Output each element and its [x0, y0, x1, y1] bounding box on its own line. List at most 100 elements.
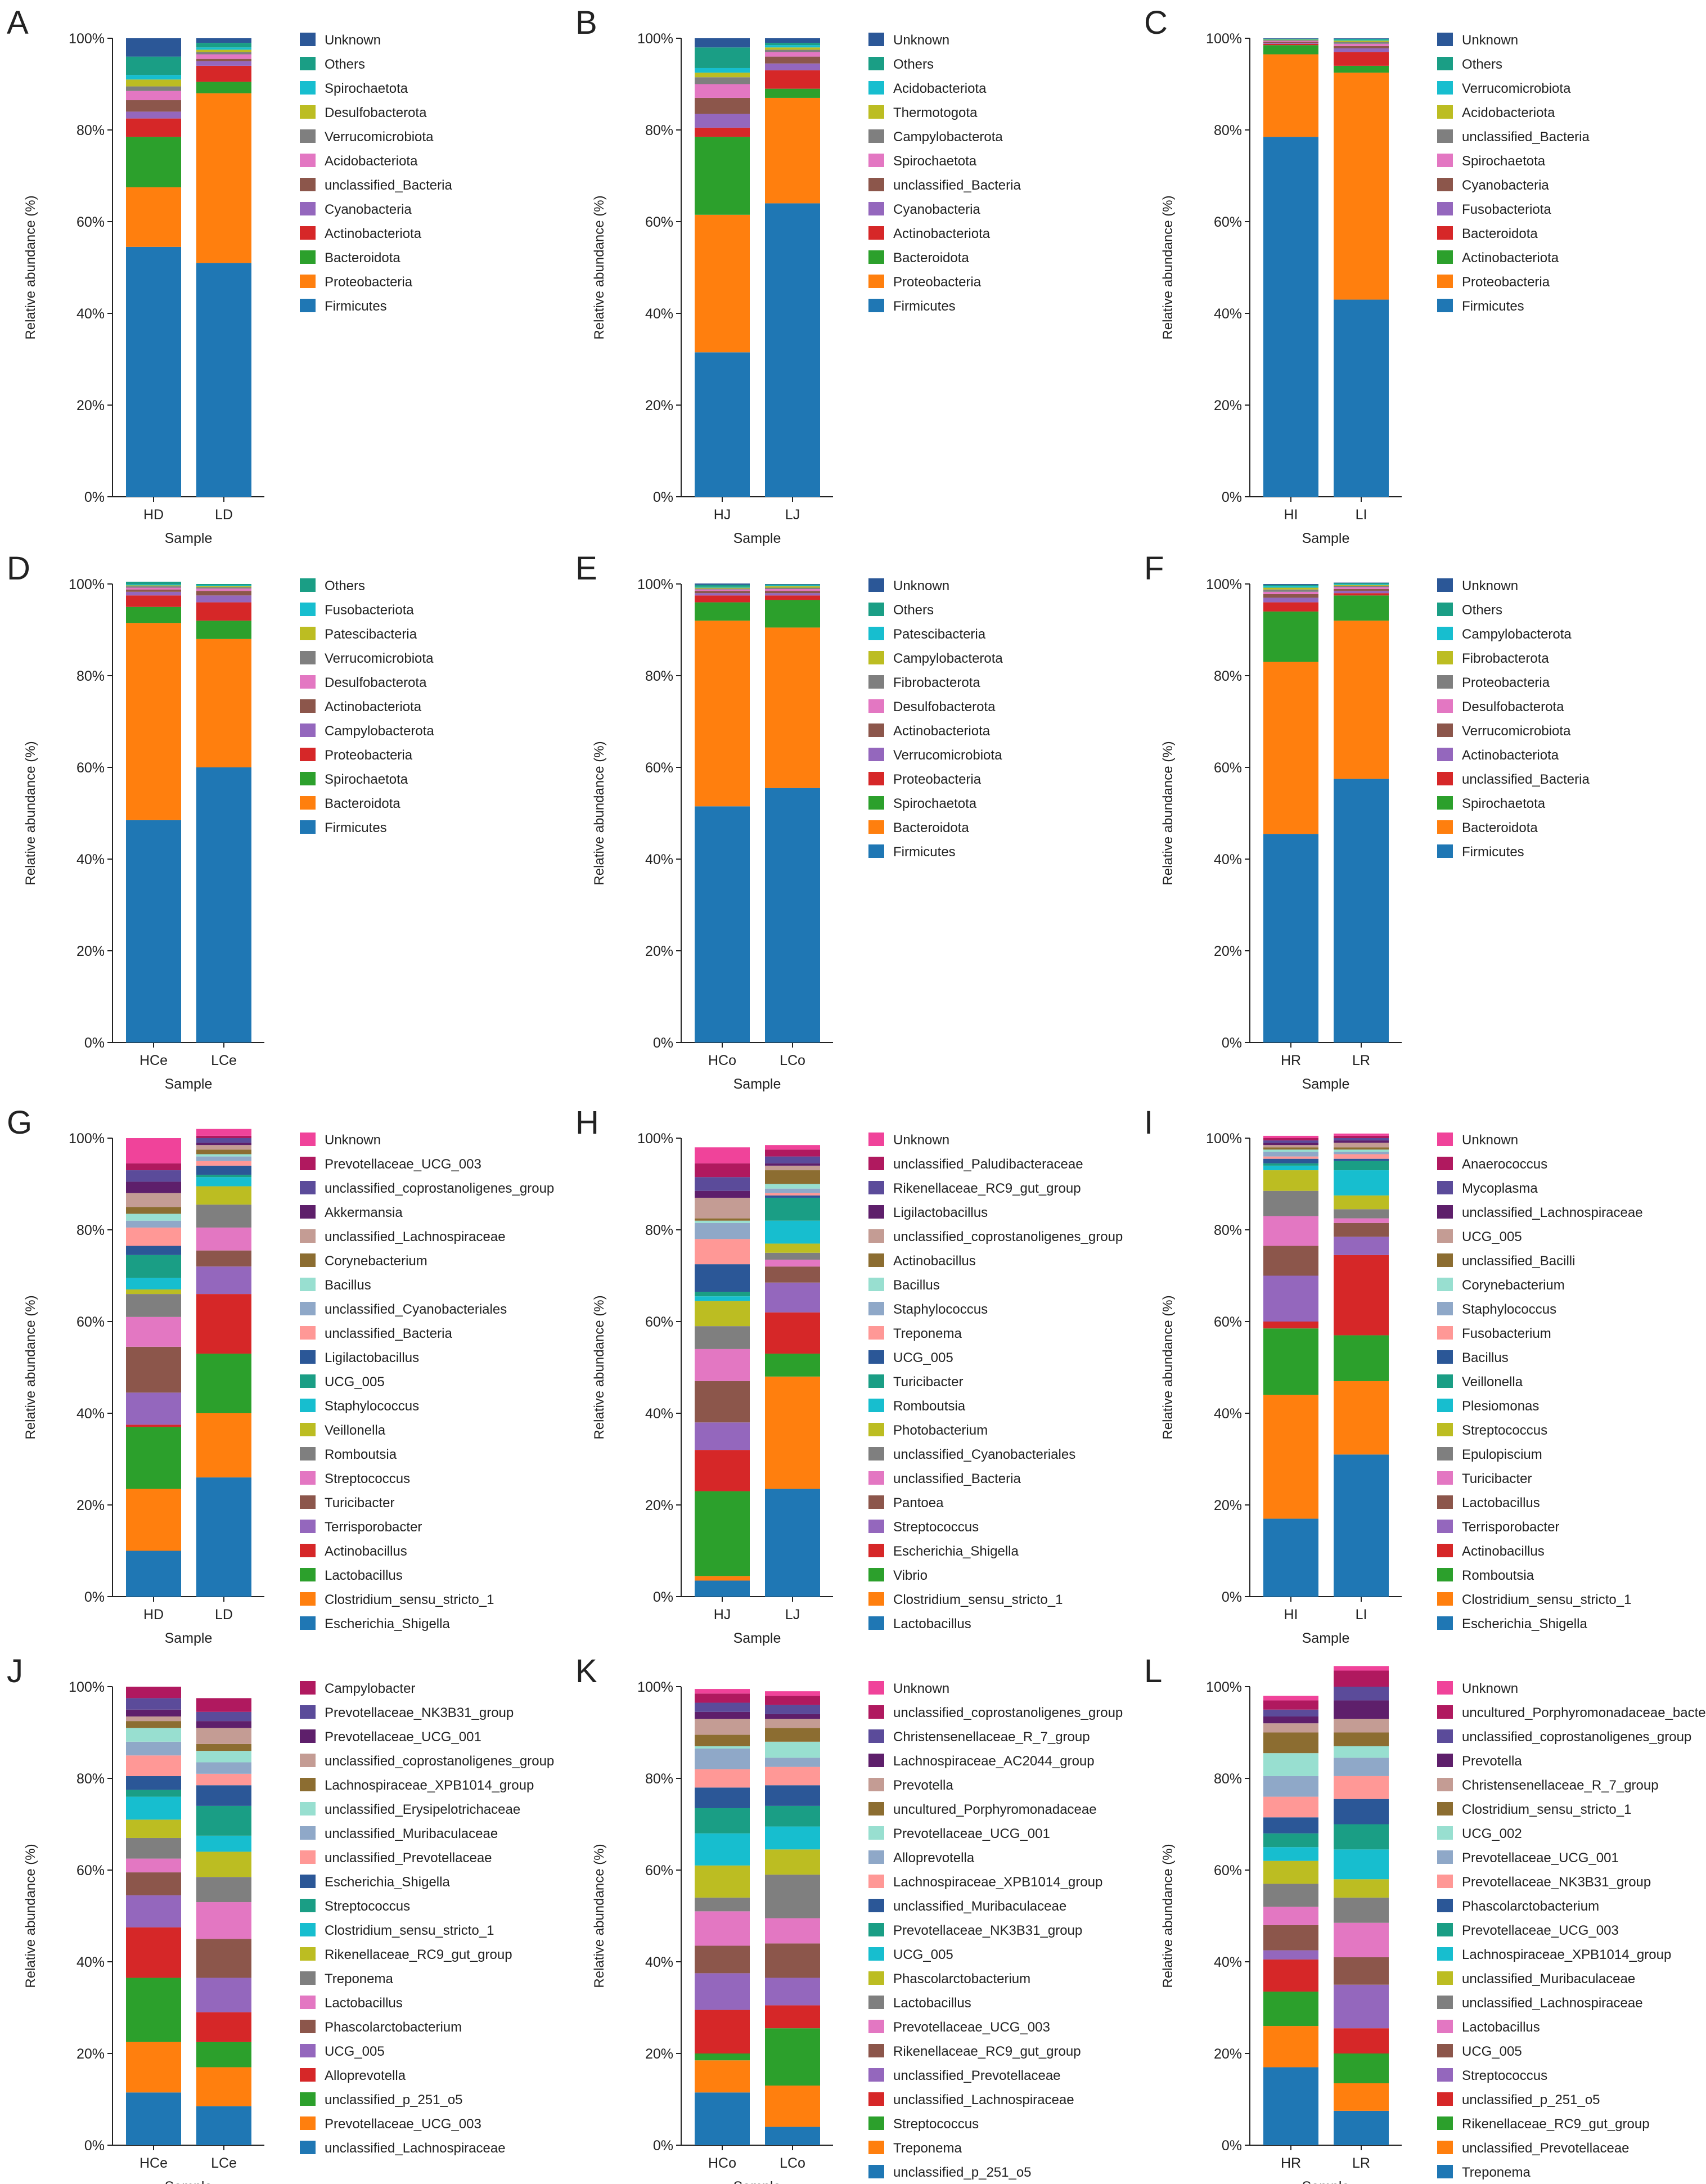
- x-tick-label: LI: [1356, 1607, 1367, 1623]
- legend-swatch: [868, 603, 884, 616]
- legend-swatch: [868, 33, 884, 46]
- y-tick-label: 40%: [76, 306, 105, 322]
- y-tick-label: 0%: [653, 1589, 673, 1605]
- legend-swatch: [1437, 1899, 1453, 1912]
- y-tick-label: 60%: [1214, 760, 1242, 776]
- bar-segment: [765, 1805, 820, 1827]
- bar-segment: [196, 2012, 251, 2042]
- legend-label: Phascolarctobacterium: [1462, 1899, 1599, 1914]
- bar-segment: [196, 61, 251, 66]
- y-tick-label: 20%: [1214, 2046, 1242, 2062]
- legend-swatch: [868, 1423, 884, 1436]
- bar-segment: [1334, 1237, 1389, 1255]
- legend-label: Prevotellaceae_UCG_003: [325, 2116, 481, 2132]
- bar-segment: [196, 1266, 251, 1295]
- legend-swatch: [868, 81, 884, 95]
- bar-segment: [1334, 52, 1389, 66]
- bar-segment: [126, 1427, 181, 1489]
- bar-segment: [765, 2086, 820, 2127]
- bar-segment: [695, 1190, 750, 1198]
- legend-swatch: [868, 1778, 884, 1791]
- legend-label: Actinobacteriota: [1462, 748, 1559, 763]
- bar-segment: [126, 79, 181, 87]
- legend-swatch: [1437, 1681, 1453, 1695]
- legend-label: Bacteroidota: [325, 250, 400, 266]
- legend-swatch: [1437, 844, 1453, 858]
- legend-label: Lactobacillus: [893, 1996, 971, 2011]
- bar-segment: [196, 1145, 251, 1150]
- legend-label: Fusobacterium: [1462, 1326, 1551, 1341]
- bar-segment: [1334, 65, 1389, 73]
- bar-segment: [695, 1296, 750, 1301]
- bar-segment: [695, 1450, 750, 1491]
- panel-j: J 0% 20% 40% 60% 80% 100% Relative abundance (%…: [7, 1653, 554, 2184]
- bar-segment: [126, 1978, 181, 2042]
- legend-swatch: [1437, 1302, 1453, 1315]
- legend-swatch: [300, 2141, 316, 2154]
- legend-label: Mycoplasma: [1462, 1181, 1538, 1196]
- legend-label: Epulopiscium: [1462, 1447, 1542, 1462]
- bar-segment: [695, 585, 750, 587]
- bar-segment: [1263, 597, 1318, 603]
- bar-segment: [695, 1292, 750, 1297]
- legend-label: UCG_005: [1462, 2044, 1522, 2059]
- bar-segment: [1334, 1138, 1389, 1141]
- bar-segment: [1263, 1138, 1318, 1141]
- legend-swatch: [300, 2068, 316, 2082]
- bar-segment: [765, 1266, 820, 1283]
- bar-segment: [765, 1165, 820, 1171]
- bar-segment: [126, 591, 181, 596]
- bar-segment: [126, 584, 181, 586]
- legend-swatch: [300, 1899, 316, 1912]
- legend-swatch: [1437, 627, 1453, 640]
- y-tick-label: 0%: [84, 489, 105, 505]
- panel-letter: G: [7, 1104, 32, 1141]
- bar-segment: [765, 1188, 820, 1193]
- bar-segment: [765, 1785, 820, 1806]
- bar-segment: [1263, 1147, 1318, 1150]
- bar-segment: [1334, 38, 1389, 39]
- bar-segment: [695, 1865, 750, 1898]
- bar-segment: [1334, 2028, 1389, 2053]
- legend-label: Treponema: [325, 1971, 393, 1987]
- bar-segment: [1263, 1190, 1318, 1216]
- bar-segment: [765, 2127, 820, 2145]
- legend-swatch: [300, 1996, 316, 2009]
- y-tick-label: 100%: [637, 1679, 673, 1695]
- legend-swatch: [1437, 202, 1453, 215]
- legend-swatch: [1437, 1423, 1453, 1436]
- x-tick-label: LCe: [211, 2155, 237, 2171]
- bar-segment: [1334, 39, 1389, 41]
- legend-swatch: [868, 723, 884, 737]
- legend-label: Christensenellaceae_R_7_group: [1462, 1778, 1659, 1793]
- legend-swatch: [868, 772, 884, 785]
- legend-swatch: [1437, 129, 1453, 143]
- bar-segment: [1334, 1670, 1389, 1687]
- legend-swatch: [1437, 1923, 1453, 1936]
- bar-segment: [695, 621, 750, 807]
- bar-segment: [1334, 1799, 1389, 1825]
- legend-label: Rikenellaceae_RC9_gut_group: [325, 1947, 512, 1962]
- bar-segment: [695, 1702, 750, 1712]
- bar-segment: [1263, 1216, 1318, 1246]
- bar-segment: [126, 1193, 181, 1207]
- legend-swatch: [1437, 2044, 1453, 2057]
- panel-e: E 0% 20% 40% 60% 80% 100% Relative abundance (%…: [575, 550, 1003, 1092]
- bar-segment: [1334, 587, 1389, 589]
- legend-label: Alloprevotella: [893, 1850, 975, 1866]
- legend-swatch: [1437, 1616, 1453, 1630]
- legend-label: Romboutsia: [893, 1399, 966, 1414]
- bar-segment: [765, 627, 820, 788]
- y-tick-label: 80%: [1214, 1771, 1242, 1787]
- y-tick-label: 80%: [645, 123, 673, 138]
- legend-label: Clostridium_sensu_stricto_1: [893, 1592, 1063, 1607]
- y-tick-label: 100%: [69, 1679, 105, 1695]
- x-tick-label: HR: [1281, 2155, 1301, 2171]
- bar-segment: [1334, 2110, 1389, 2145]
- legend-label: unclassified_coprostanoligenes_group: [325, 1754, 554, 1769]
- y-axis-label: Relative abundance (%): [592, 741, 607, 885]
- legend-label: Spirochaetota: [325, 81, 408, 96]
- legend-label: Clostridium_sensu_stricto_1: [325, 1592, 494, 1607]
- bar-segment: [765, 1714, 820, 1719]
- legend-label: Rikenellaceae_RC9_gut_group: [893, 1181, 1081, 1196]
